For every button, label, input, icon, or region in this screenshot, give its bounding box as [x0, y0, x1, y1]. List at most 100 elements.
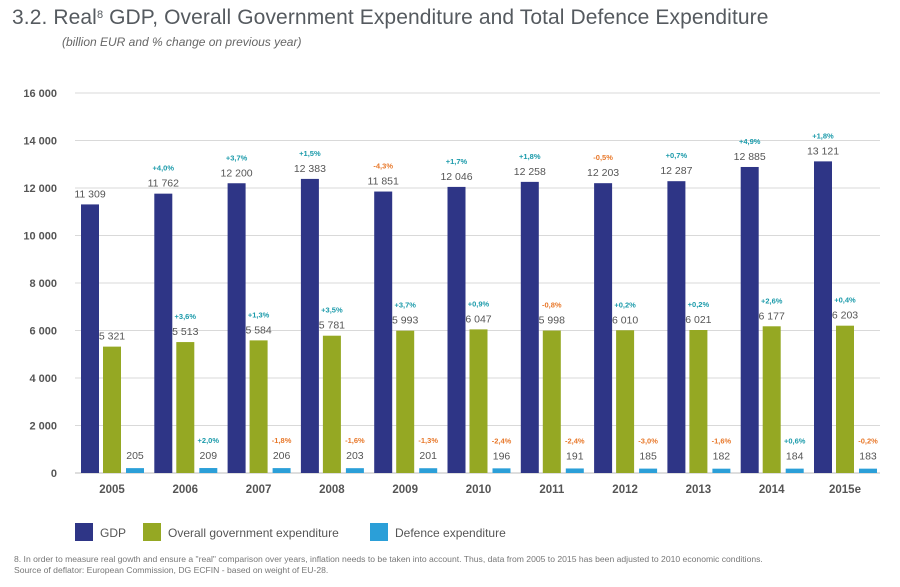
data-label: 6 021 [685, 314, 711, 326]
y-tick-label: 16 000 [23, 88, 57, 100]
data-label: 209 [200, 450, 218, 462]
change-label: -2,4% [565, 436, 585, 445]
change-label: -4,3% [373, 162, 393, 171]
x-tick-label: 2015e [829, 484, 861, 496]
data-label: 5 781 [319, 320, 345, 332]
data-label: 5 513 [172, 326, 198, 338]
change-label: +1,3% [248, 310, 270, 319]
legend-swatch [370, 523, 388, 541]
legend-swatch [143, 523, 161, 541]
bar-government-expenditure [469, 329, 488, 473]
data-label: 203 [346, 450, 364, 462]
change-label: -0,5% [593, 153, 613, 162]
bar-government-expenditure [762, 326, 781, 473]
title-prefix: 3.2. Real [12, 6, 97, 29]
change-label: -1,6% [345, 436, 365, 445]
footnote-line-1: 8. In order to measure real gowth and en… [14, 554, 763, 564]
bar-gdp [667, 181, 686, 473]
bar-defence-expenditure [565, 468, 584, 473]
bar-gdp [594, 183, 613, 473]
data-label: 184 [786, 451, 804, 463]
change-label: -1,8% [272, 436, 292, 445]
bar-government-expenditure [616, 330, 635, 473]
x-tick-label: 2008 [319, 484, 345, 496]
change-label: +3,6% [175, 312, 197, 321]
data-label: 12 258 [514, 166, 546, 178]
bar-defence-expenditure [492, 468, 511, 473]
legend-label: GDP [100, 526, 126, 540]
data-label: 11 762 [148, 178, 179, 190]
bar-defence-expenditure [712, 468, 731, 473]
change-label: +4,0% [153, 164, 175, 173]
data-label: 183 [859, 451, 877, 463]
legend-label: Overall government expenditure [168, 526, 339, 540]
data-label: 205 [126, 450, 144, 462]
bar-gdp [814, 161, 832, 473]
data-label: 6 047 [465, 313, 491, 325]
bar-defence-expenditure [199, 468, 218, 473]
bar-government-expenditure [836, 325, 854, 473]
data-label: 12 200 [221, 167, 253, 179]
bar-gdp [520, 181, 539, 473]
x-tick-label: 2014 [759, 484, 785, 496]
bar-gdp [447, 186, 466, 473]
y-tick-label: 8 000 [29, 278, 57, 290]
bar-gdp [154, 193, 173, 473]
legend-label: Defence expenditure [395, 526, 506, 540]
change-label: +1,5% [299, 149, 321, 158]
x-tick-label: 2006 [173, 484, 199, 496]
y-tick-label: 4 000 [29, 373, 57, 385]
bar-defence-expenditure [639, 468, 658, 473]
change-label: -0,8% [542, 301, 562, 310]
change-label: -2,4% [492, 436, 512, 445]
bar-defence-expenditure [859, 468, 877, 473]
change-label: +0,2% [688, 300, 710, 309]
y-tick-label: 14 000 [23, 136, 57, 148]
change-label: +1,8% [812, 131, 834, 140]
bar-government-expenditure [542, 330, 561, 473]
data-label: 5 998 [539, 315, 565, 327]
bar-gdp [227, 183, 246, 473]
change-label: -0,2% [858, 437, 878, 446]
data-label: 11 309 [74, 188, 105, 200]
change-label: +1,7% [446, 157, 468, 166]
change-label: -1,3% [418, 436, 438, 445]
change-label: +0,4% [834, 296, 856, 305]
bar-government-expenditure [249, 340, 268, 473]
change-label: +1,8% [519, 152, 541, 161]
x-tick-label: 2012 [612, 484, 638, 496]
change-label: +2,0% [198, 436, 220, 445]
data-label: 11 851 [368, 176, 399, 188]
bar-government-expenditure [176, 342, 195, 473]
data-label: 185 [639, 451, 657, 463]
x-tick-label: 2009 [392, 484, 418, 496]
bar-defence-expenditure [345, 468, 364, 473]
data-label: 196 [493, 450, 511, 462]
y-tick-label: 10 000 [23, 231, 57, 243]
x-tick-label: 2013 [686, 484, 712, 496]
change-label: -3,0% [638, 437, 658, 446]
data-label: 12 383 [294, 163, 326, 175]
data-label: 5 993 [392, 315, 418, 327]
bar-defence-expenditure [272, 468, 291, 473]
data-label: 12 885 [734, 151, 766, 163]
change-label: +3,7% [226, 153, 248, 162]
change-label: +0,6% [784, 437, 806, 446]
change-label: +0,2% [614, 300, 636, 309]
y-tick-label: 12 000 [23, 183, 57, 195]
bar-gdp [300, 178, 319, 473]
data-label: 6 010 [612, 314, 638, 326]
bar-government-expenditure [689, 330, 708, 473]
footnote: 8. In order to measure real gowth and en… [14, 554, 894, 576]
data-label: 206 [273, 450, 291, 462]
bar-gdp [740, 166, 759, 473]
change-label: +3,5% [321, 306, 343, 315]
change-label: -1,6% [712, 437, 732, 446]
data-label: 13 121 [807, 145, 839, 157]
change-label: +0,7% [666, 151, 688, 160]
bar-defence-expenditure [419, 468, 438, 473]
bar-defence-expenditure [785, 468, 804, 473]
footnote-line-2: Source of deflator: European Commission,… [14, 565, 329, 575]
change-label: +3,7% [394, 301, 416, 310]
